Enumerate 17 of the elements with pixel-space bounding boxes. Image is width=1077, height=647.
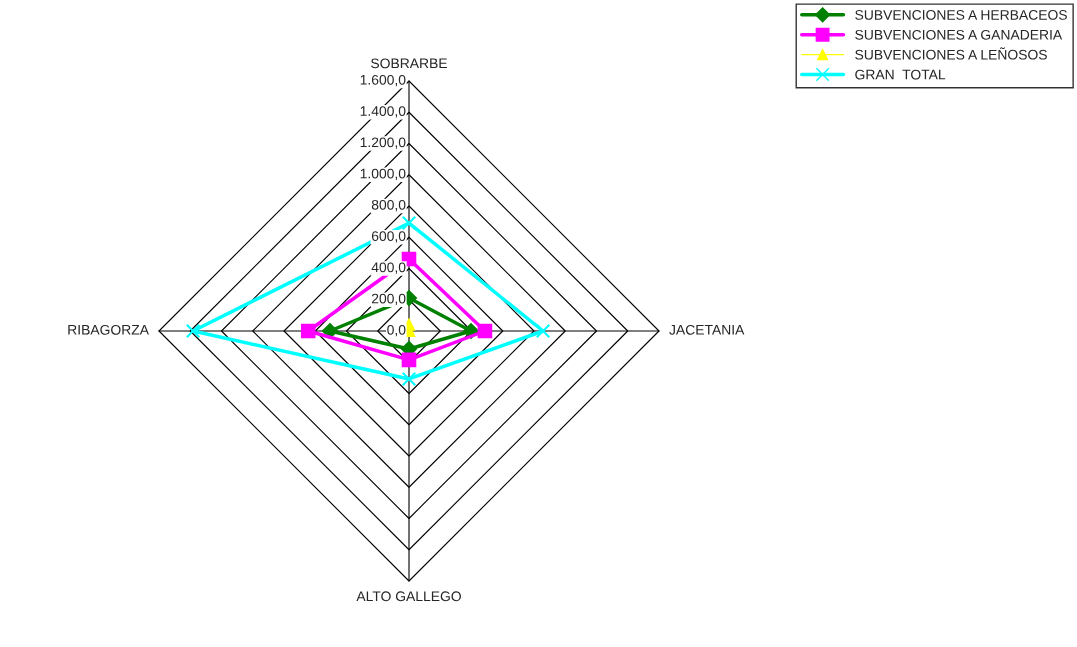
y-tick-label: 0,0 [387,324,406,337]
legend-label: SUBVENCIONES A GANADERIA [855,29,1063,40]
legend-label: SUBVENCIONES A LEÑOSOS [855,47,1047,60]
y-tick-label: 1.400,0 [360,106,406,118]
y-tick-label: 400,0 [371,262,406,274]
y-tick-label: 1.000,0 [360,168,406,181]
y-tick-label: 200,0 [371,293,406,306]
legend-label: SUBVENCIONES A HERBACEOS [855,9,1067,20]
spoke-label: JACETANIA [669,324,745,335]
y-tick-label: 600,0 [371,231,406,243]
spoke-label: RIBAGORZA [68,324,149,335]
legend-label: GRAN TOTAL [855,69,946,80]
spoke-label: SOBRARBE [371,58,447,69]
y-tick-label: 1.200,0 [360,137,406,149]
y-tick-label: 1.600,0 [360,74,406,87]
y-tick-label: 800,0 [371,199,406,212]
spoke-label: ALTO GALLEGO [356,591,461,602]
